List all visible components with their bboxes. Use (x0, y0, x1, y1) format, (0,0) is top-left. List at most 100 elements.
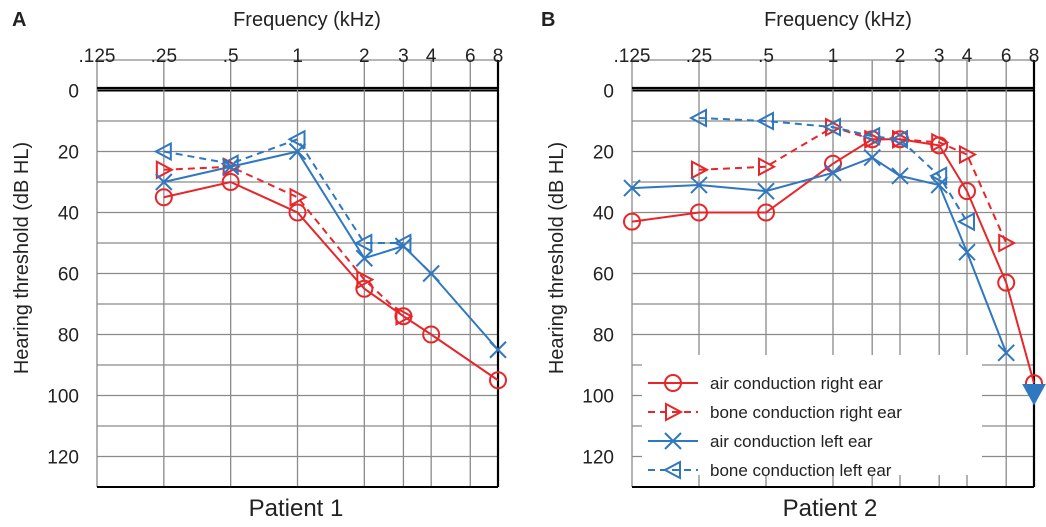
panel-label: B (541, 9, 555, 31)
y-tick-label: 20 (593, 143, 614, 164)
series-air-conduction-left-ear (623, 148, 1015, 362)
data-point (959, 144, 978, 165)
x-tick-label: 1 (292, 46, 303, 67)
series-line (163, 165, 405, 317)
series-line (698, 126, 1008, 244)
legend-marker (664, 374, 682, 392)
data-point (997, 344, 1015, 362)
data-point (690, 203, 708, 222)
y-tick-label: 100 (47, 387, 79, 408)
series-bone-conduction-right-ear (155, 157, 414, 326)
data-point (623, 179, 641, 197)
y-tick-label: 120 (47, 448, 79, 469)
data-point (354, 233, 373, 253)
panel-b: B Frequency (kHz) Hearing threshold (dB … (541, 9, 1046, 522)
data-point (958, 182, 976, 201)
data-point (757, 203, 775, 222)
series-bone-conduction-left-ear (688, 108, 975, 232)
data-point (155, 173, 173, 191)
data-point (489, 341, 507, 359)
x-tick-label: 6 (465, 46, 476, 67)
x-tick-label: .25 (151, 46, 177, 67)
data-point (153, 141, 172, 162)
data-point (287, 129, 306, 149)
data-point (288, 203, 307, 222)
x-tick-label: 8 (1029, 46, 1040, 67)
data-point (758, 157, 777, 177)
y-tick-label: 60 (593, 265, 614, 286)
data-point (154, 188, 173, 207)
plot-area: 0 20 40 60 80 100 120 .125 .25 .5 1 2 3 4 6 8 air conduc… (582, 46, 1046, 488)
data-point (393, 233, 412, 253)
panel-label: A (12, 9, 26, 31)
data-point (422, 325, 441, 344)
x-axis-title: Frequency (kHz) (233, 9, 381, 31)
y-tick-label: 0 (603, 82, 614, 103)
data-point (155, 160, 174, 180)
data-point (222, 157, 241, 177)
data-point (489, 371, 507, 390)
series-bone-conduction-left-ear (153, 129, 412, 253)
x-tick-label: 8 (493, 46, 504, 67)
series-bone-conduction-right-ear (691, 117, 1017, 253)
data-point (958, 243, 976, 261)
x-tick-label: 6 (1001, 46, 1012, 67)
plot-area: 0 20 40 60 80 100 120 .125 .25 .5 1 2 3 4 6 8 (47, 46, 507, 488)
series-line (698, 116, 968, 223)
data-point (623, 212, 641, 231)
x-axis-title: Frequency (kHz) (764, 9, 912, 31)
legend: air conduction right ear bone conduction … (642, 355, 982, 480)
chart-title: Patient 1 (249, 495, 344, 522)
data-point (356, 269, 375, 290)
data-point (757, 182, 775, 200)
data-point (891, 167, 909, 185)
series-line (631, 138, 1035, 384)
x-tick-label: 4 (426, 46, 437, 67)
x-tick-label: .5 (758, 46, 774, 67)
panel-a: A Frequency (kHz) Hearing threshold (dB … (11, 9, 507, 522)
data-point (930, 176, 948, 194)
y-tick-label: 100 (582, 387, 614, 408)
legend-marker (664, 432, 682, 450)
y-tick-label: 40 (58, 204, 79, 225)
y-tick-label: 120 (582, 448, 614, 469)
y-axis-title: Hearing threshold (dB HL) (546, 142, 568, 374)
data-point (822, 117, 841, 137)
data-point (289, 187, 308, 207)
y-tick-label: 20 (58, 143, 79, 164)
chart-title: Patient 2 (783, 495, 878, 522)
data-point (862, 126, 881, 146)
data-point (691, 160, 710, 180)
data-point (422, 264, 440, 283)
x-tick-label: 1 (828, 46, 839, 67)
data-point (956, 211, 975, 232)
y-tick-label: 60 (58, 265, 79, 286)
legend-box (642, 355, 982, 475)
data-point (889, 129, 908, 149)
y-tick-label: 80 (593, 326, 614, 347)
y-tick-label: 80 (58, 326, 79, 347)
data-point (395, 306, 414, 326)
y-tick-label: 40 (593, 204, 614, 225)
data-point (755, 111, 774, 131)
data-point (221, 173, 240, 191)
x-tick-label: 3 (398, 46, 409, 67)
x-tick-label: .125 (614, 46, 651, 67)
data-point (997, 273, 1016, 292)
x-tick-label: 3 (934, 46, 945, 67)
grid (96, 59, 500, 488)
x-tick-label: 4 (962, 46, 973, 67)
series-line (631, 156, 1008, 354)
data-point (931, 132, 950, 153)
data-point (998, 233, 1017, 253)
legend-label: bone conduction right ear (710, 403, 902, 422)
legend-label: bone conduction left ear (710, 461, 892, 480)
y-tick-label: 0 (68, 82, 79, 103)
series-line (163, 180, 499, 382)
data-point (688, 108, 707, 128)
legend-marker (662, 460, 681, 480)
x-tick-label: .125 (79, 46, 116, 67)
x-tick-label: .25 (686, 46, 712, 67)
x-tick-label: 2 (895, 46, 906, 67)
